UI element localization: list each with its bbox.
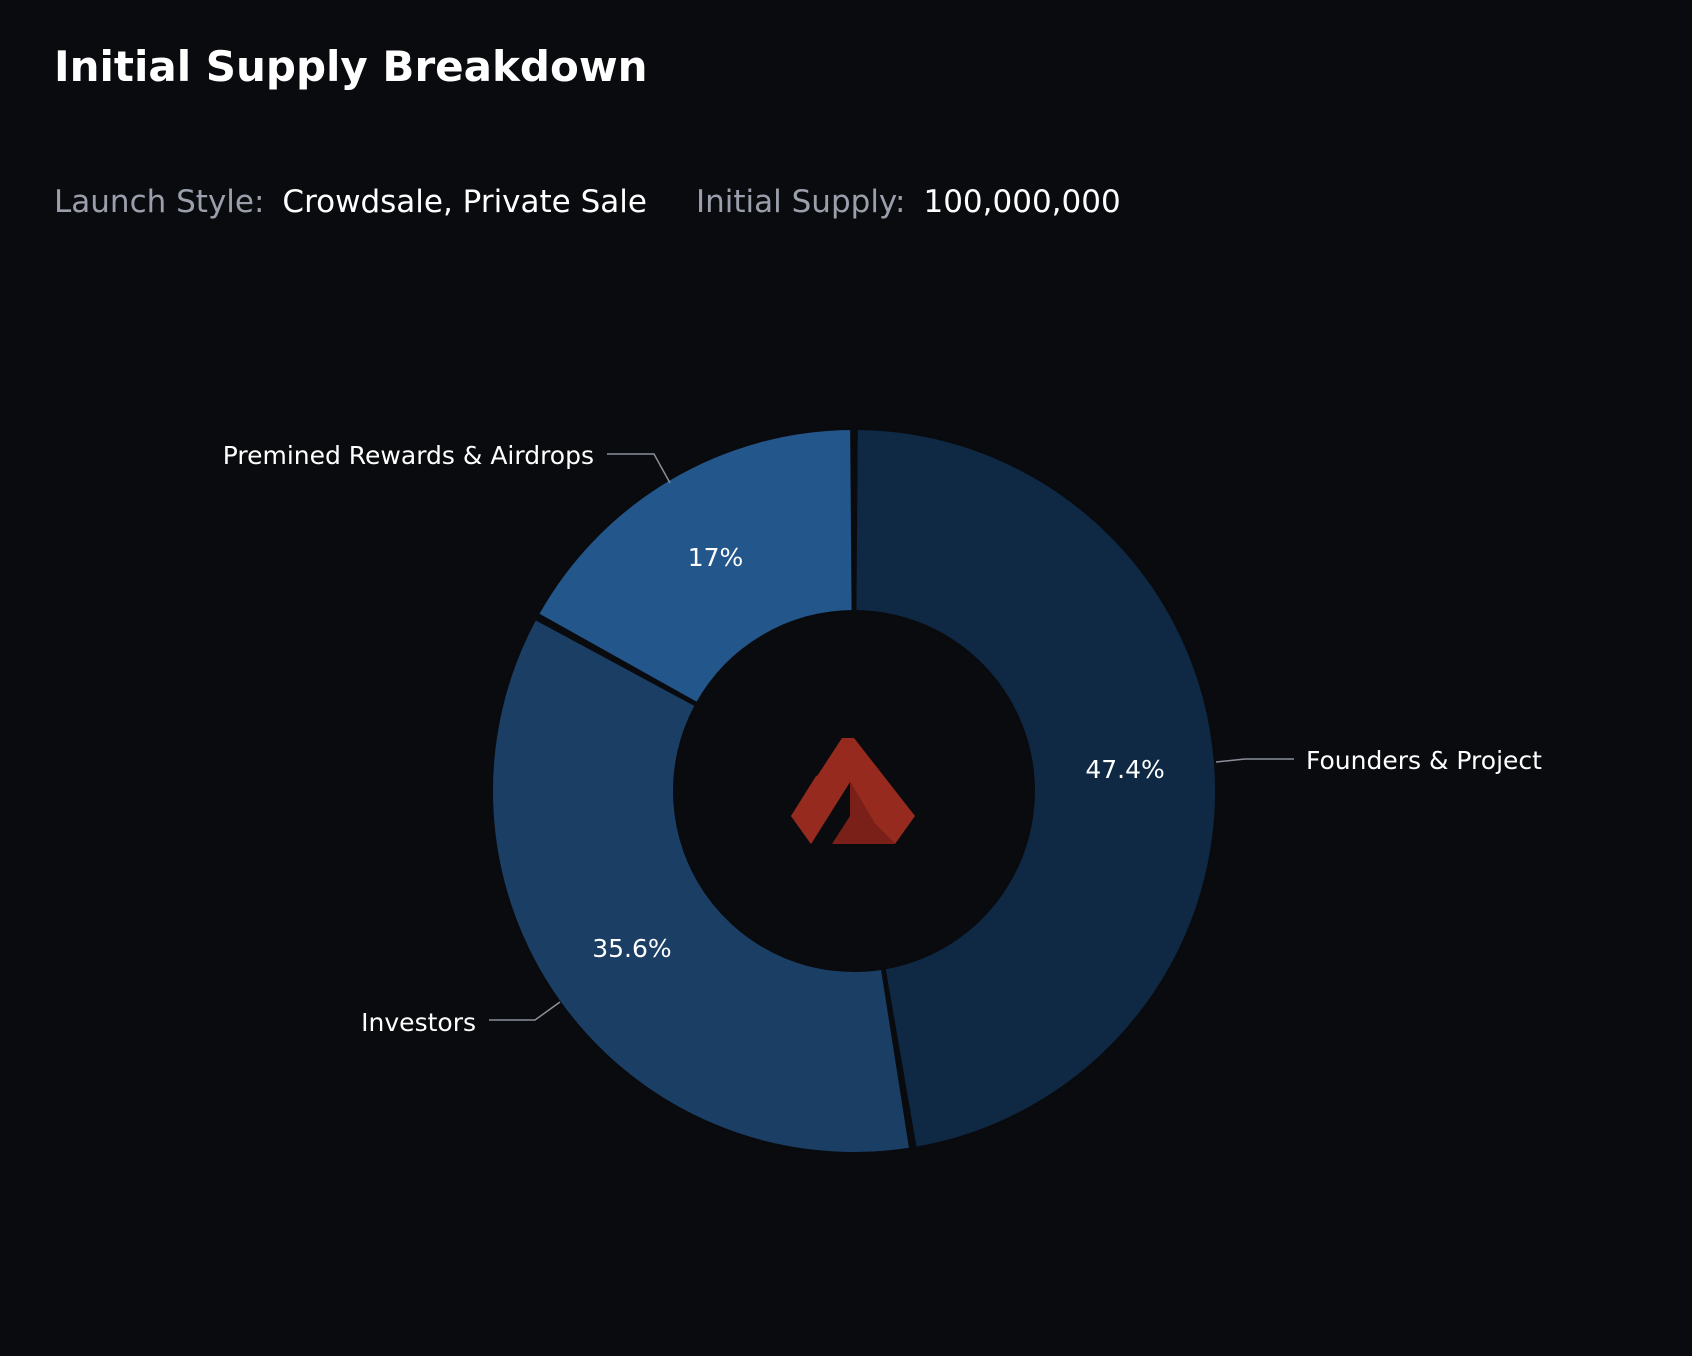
initial-supply: Initial Supply: 100,000,000	[696, 184, 1121, 220]
logo-left-shape	[791, 768, 850, 844]
page-title: Initial Supply Breakdown	[54, 42, 648, 91]
slice-category-label: Premined Rewards & Airdrops	[223, 441, 594, 470]
leader-line	[1215, 758, 1294, 763]
donut-slice	[537, 428, 854, 705]
slice-percent-label: 35.6%	[592, 934, 671, 963]
launch-style: Launch Style: Crowdsale, Private Sale	[54, 184, 647, 220]
leader-line	[607, 453, 671, 484]
slice-category-label: Founders & Project	[1306, 746, 1542, 775]
initial-supply-value: 100,000,000	[923, 184, 1121, 220]
leader-lines	[489, 453, 1294, 1021]
logo-lower-shape	[832, 782, 895, 844]
initial-supply-label: Initial Supply:	[696, 184, 906, 220]
akash-logo-icon	[791, 738, 915, 844]
slice-labels: 47.4% Founders & Project 35.6% Investors 17%…	[223, 441, 1542, 1037]
leader-line	[489, 1001, 561, 1021]
slice-category-label: Investors	[361, 1008, 476, 1037]
launch-style-label: Launch Style:	[54, 184, 265, 220]
donut-slices	[491, 428, 1218, 1154]
launch-style-value: Crowdsale, Private Sale	[282, 184, 647, 220]
donut-slice	[854, 428, 1218, 1149]
slice-percent-label: 17%	[688, 543, 744, 572]
slice-percent-label: 47.4%	[1085, 755, 1164, 784]
donut-slice	[491, 618, 912, 1154]
